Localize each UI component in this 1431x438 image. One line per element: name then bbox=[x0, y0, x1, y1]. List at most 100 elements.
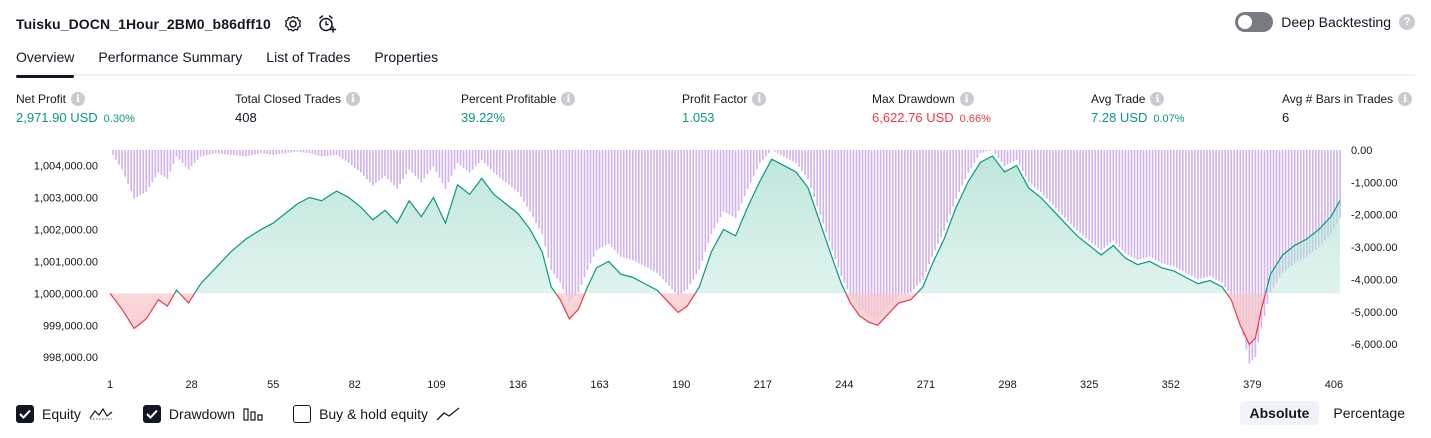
drawdown-bar bbox=[408, 150, 411, 170]
buy-hold-checkbox[interactable] bbox=[293, 405, 312, 423]
info-icon[interactable]: i bbox=[71, 92, 86, 106]
drawdown-bar bbox=[610, 150, 613, 248]
drawdown-bar bbox=[653, 150, 655, 272]
drawdown-bar bbox=[641, 150, 643, 265]
drawdown-bar bbox=[761, 150, 764, 160]
alarm-clock-plus-icon[interactable] bbox=[315, 12, 339, 36]
question-mark-icon[interactable]: ? bbox=[1399, 14, 1415, 30]
drawdown-bar bbox=[514, 150, 516, 190]
drawdown-bar bbox=[752, 150, 755, 176]
drawdown-bar bbox=[281, 150, 284, 154]
equity-checkbox[interactable] bbox=[16, 405, 34, 423]
drawdown-bar bbox=[604, 150, 607, 246]
y-left-tick-label: 999,000.00 bbox=[43, 320, 98, 332]
drawdown-bar bbox=[789, 150, 791, 160]
drawdown-bar bbox=[338, 150, 341, 157]
drawdown-bar bbox=[858, 150, 861, 309]
drawdown-bar bbox=[553, 150, 556, 275]
drawdown-bar bbox=[287, 150, 290, 153]
equity-drawdown-chart[interactable]: 1,004,000.00 1,003,000.00 1,002,000.00 1,00… bbox=[0, 140, 1431, 395]
drawdown-bar bbox=[1239, 150, 1242, 322]
drawdown-bar bbox=[631, 150, 634, 260]
drawdown-bar bbox=[568, 150, 571, 303]
info-icon[interactable]: i bbox=[1398, 92, 1413, 106]
drawdown-bar bbox=[1021, 150, 1024, 172]
info-icon[interactable]: i bbox=[959, 92, 974, 106]
drawdown-bar bbox=[867, 150, 870, 315]
drawdown-bar bbox=[1039, 150, 1042, 193]
drawdown-bar bbox=[178, 150, 181, 160]
drawdown-bar bbox=[384, 150, 386, 176]
metric-max-drawdown: Max Drawdown i 6,622.76 USD 0.66% bbox=[872, 92, 991, 125]
metric-label: Net Profit bbox=[16, 92, 67, 106]
drawdown-bar bbox=[378, 150, 380, 181]
drawdown-bar bbox=[746, 150, 749, 189]
drawdown-bar bbox=[145, 150, 148, 193]
y-right-tick-label: -2,000.00 bbox=[1351, 210, 1397, 222]
drawdown-bar bbox=[453, 150, 456, 170]
drawdown-bar bbox=[1336, 150, 1338, 224]
drawdown-bar bbox=[520, 150, 522, 197]
tab-overview[interactable]: Overview bbox=[16, 46, 75, 78]
drawdown-bar bbox=[1311, 150, 1314, 252]
drawdown-bar bbox=[193, 150, 196, 163]
tab-properties[interactable]: Properties bbox=[374, 49, 439, 65]
drawdown-bar bbox=[1006, 150, 1009, 165]
drawdown-bar bbox=[544, 150, 547, 246]
drawdown-bar bbox=[220, 150, 223, 154]
percentage-button[interactable]: Percentage bbox=[1333, 405, 1405, 421]
drawdown-bar bbox=[1133, 150, 1136, 259]
drawdown-bar bbox=[792, 150, 794, 162]
legend-drawdown[interactable]: Drawdown bbox=[142, 405, 263, 423]
drawdown-bar bbox=[913, 150, 915, 290]
metric-percent: 0.07% bbox=[1153, 113, 1185, 125]
info-icon[interactable]: i bbox=[752, 92, 767, 106]
drawdown-bar bbox=[429, 150, 432, 171]
drawdown-bar bbox=[937, 150, 939, 244]
drawdown-bar bbox=[547, 150, 550, 258]
drawdown-bar bbox=[447, 150, 450, 183]
drawdown-bar bbox=[665, 150, 667, 283]
drawdown-bar bbox=[656, 150, 658, 273]
metric-percent-profitable: Percent Profitable i 39.22% bbox=[461, 92, 576, 125]
tab-list-of-trades[interactable]: List of Trades bbox=[266, 49, 351, 65]
tab-performance-summary[interactable]: Performance Summary bbox=[98, 49, 243, 65]
x-axis: 1 28 55 82 109 136 163 190 217 244 271 298 325 352 379… bbox=[107, 379, 1343, 391]
drawdown-bar bbox=[1230, 150, 1233, 296]
drawdown-bar bbox=[142, 150, 145, 194]
drawdown-bar bbox=[1191, 150, 1193, 277]
legend-equity[interactable]: Equity bbox=[16, 405, 113, 423]
drawdown-bar bbox=[1130, 150, 1133, 257]
gear-icon[interactable] bbox=[281, 12, 305, 36]
absolute-button[interactable]: Absolute bbox=[1239, 401, 1320, 425]
drawdown-checkbox[interactable] bbox=[142, 405, 161, 423]
drawdown-bar bbox=[1263, 150, 1266, 317]
drawdown-bar bbox=[864, 150, 867, 313]
drawdown-bar bbox=[154, 150, 157, 178]
y-right-tick-label: -6,000.00 bbox=[1351, 339, 1397, 351]
drawdown-bar bbox=[1251, 150, 1254, 361]
info-icon[interactable]: i bbox=[1150, 92, 1165, 106]
drawdown-bar bbox=[1094, 150, 1097, 246]
x-tick-label: 325 bbox=[1080, 379, 1098, 391]
drawdown-bar bbox=[414, 150, 417, 176]
drawdown-bar bbox=[897, 150, 900, 296]
metric-label: Percent Profitable bbox=[461, 92, 557, 106]
drawdown-bar bbox=[1151, 150, 1154, 259]
y-right-tick-label: 0.00 bbox=[1351, 145, 1372, 157]
drawdown-bar bbox=[1012, 150, 1015, 162]
drawdown-bar bbox=[958, 150, 961, 193]
drawdown-bar bbox=[529, 150, 531, 212]
deep-backtesting-toggle[interactable] bbox=[1235, 12, 1274, 32]
y-right-tick-label: -4,000.00 bbox=[1351, 274, 1397, 286]
drawdown-bar bbox=[511, 150, 513, 188]
info-icon[interactable]: i bbox=[346, 92, 361, 106]
legend-buy-hold-equity[interactable]: Buy & hold equity bbox=[293, 405, 460, 423]
drawdown-bar bbox=[1118, 150, 1121, 248]
drawdown-bar bbox=[1339, 150, 1341, 218]
drawdown-bar bbox=[882, 150, 885, 312]
info-icon[interactable]: i bbox=[561, 92, 576, 106]
drawdown-bar bbox=[843, 150, 846, 283]
drawdown-bar bbox=[580, 150, 583, 285]
drawdown-bar bbox=[483, 150, 486, 163]
